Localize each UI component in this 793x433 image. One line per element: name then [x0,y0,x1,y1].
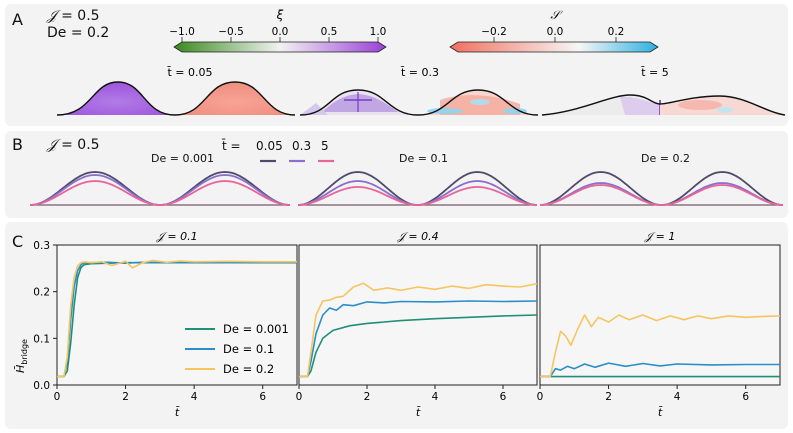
y-tick-label: 0.3 [33,240,50,252]
x-tick-label: 4 [432,391,439,403]
snapshot-label-1: t̄ = 0.05 [167,66,213,79]
panel-a-de-param: De = 0.2 [47,25,110,41]
panel-a-label: A [12,10,23,29]
plot-area [298,244,538,386]
x-axis-label: t̄ [416,406,421,419]
xi-symbol: ξ [276,8,284,22]
legend-entry-0-3: 0.3 [292,139,312,153]
panel-b-profiles [29,171,784,206]
j-symbol: 𝒥 [47,8,57,24]
series-line-3 [57,259,297,378]
y-tick-label: 0.2 [33,287,50,299]
panel-c-label: C [12,232,24,251]
x-axis-label: t̄ [175,406,180,419]
x-axis-label: t̄ [658,406,663,419]
x-tick-label: 2 [364,391,371,403]
panel-a-figure: −1.0 −0.5 0.0 0.5 1.0 ξ −0.2 0.0 0.2 𝒮 t… [56,8,786,116]
series-line-3 [299,282,538,378]
chart-2: 0 2 4 6 𝒥 = 0.4 t̄ [296,230,538,419]
series-line-2 [299,300,538,378]
legend-label-de-0001: De = 0.001 [223,322,289,336]
x-tick-label: 4 [191,391,198,403]
panel-b-figure [29,159,784,206]
snapshot-label-3: t̄ = 5 [640,66,668,79]
xi-tick-4: 1.0 [370,26,387,38]
x-tick-label: 0 [296,391,303,403]
panel-c-legend: De = 0.001 De = 0.1 De = 0.2 [185,322,289,376]
x-tick-label: 6 [742,391,749,403]
panel-a-j-param: 𝒥 = 0.5 [47,8,100,24]
s-colorbar: −0.2 0.0 0.2 𝒮 [449,8,659,53]
snapshot-1-bumps [56,81,296,116]
plot-area [56,244,298,386]
chart-title: 𝒥 = 1 [644,230,676,243]
j-value: = 0.5 [61,8,100,24]
x-tick-label: 2 [605,391,612,403]
panel-b-label: B [12,135,23,154]
x-tick-label: 6 [500,391,507,403]
subplot-title-de-0001: De = 0.001 [151,152,214,165]
profile-curve [29,180,291,206]
subplot-title-de-01: De = 0.1 [399,152,448,165]
profile-curve [539,182,784,206]
y-tick-label: 0.1 [33,333,50,345]
xi-tick-3: 0.5 [321,26,338,38]
legend-label-de-02: De = 0.2 [223,362,274,376]
xi-colorbar: −1.0 −0.5 0.0 0.5 1.0 ξ [169,8,387,53]
snapshot-2-bumps [299,89,539,116]
s-tick-2: 0.2 [608,26,625,38]
panel-c-charts: H̄bridge 0 2 4 6 0.0 0.1 0.2 0.3 𝒥 = 0.1 t̄ 0 2 4 6 𝒥 … [14,230,781,419]
snapshot-3-bumps [541,94,786,116]
series-line-2 [540,362,780,378]
x-tick-label: 2 [122,391,129,403]
x-tick-label: 0 [537,391,544,403]
y-axis-label: H̄bridge [14,339,29,373]
s-tick-1: 0.0 [547,26,564,38]
s-tick-0: −0.2 [481,26,507,38]
profile-curve [539,184,784,206]
chart-3: 0 2 4 6 𝒥 = 1 t̄ [537,230,781,419]
panel-b-background [5,131,788,218]
subplot-title-de-02: De = 0.2 [641,152,690,165]
panel-b-j-param: 𝒥 = 0.5 [47,137,100,153]
chart-title: 𝒥 = 0.4 [396,230,438,243]
x-tick-label: 4 [674,391,681,403]
x-tick-label: 0 [54,391,61,403]
panel-b-legend-title: t̄ = [222,139,241,153]
legend-entry-0-05: 0.05 [256,139,283,153]
y-tick-label: 0.0 [33,380,50,392]
chart-title: 𝒥 = 0.1 [155,230,197,243]
y-axis-label-main: H̄ [14,365,27,373]
xi-tick-2: 0.0 [272,26,289,38]
chart-1: 0 2 4 6 0.0 0.1 0.2 0.3 𝒥 = 0.1 t̄ [33,230,298,419]
series-line-3 [540,314,781,378]
profile-curve [298,186,537,206]
legend-label-de-01: De = 0.1 [223,342,274,356]
series-line-1 [299,314,538,378]
plot-area [539,244,781,386]
j-symbol: 𝒥 [47,137,57,153]
profile-curve [539,171,784,206]
xi-tick-0: −1.0 [169,26,195,38]
snapshot-label-2: t̄ = 0.3 [400,66,439,79]
s-symbol: 𝒮 [550,8,563,22]
xi-tick-1: −0.5 [218,26,244,38]
j-value: = 0.5 [61,137,100,153]
x-tick-label: 6 [259,391,266,403]
y-axis-label-sub: bridge [20,339,29,365]
legend-entry-5: 5 [321,139,329,153]
